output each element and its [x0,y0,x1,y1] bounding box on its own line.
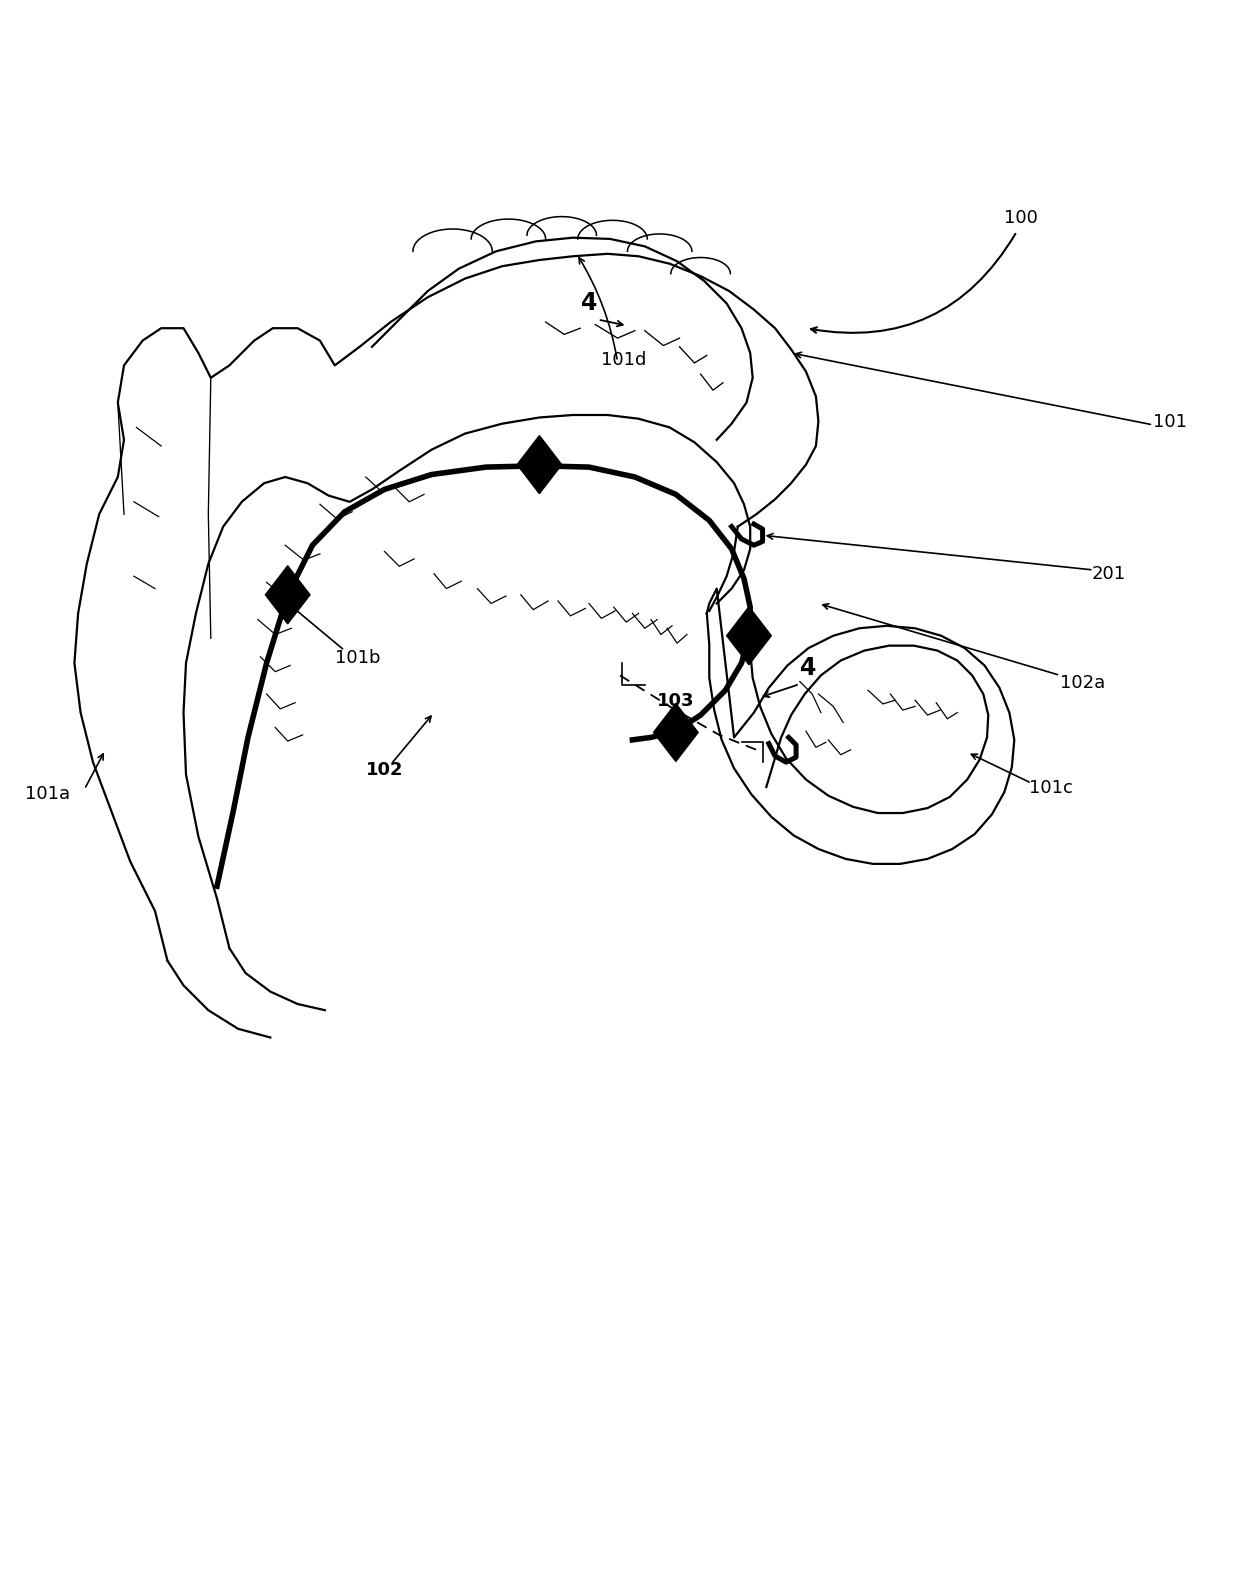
Text: 102a: 102a [1060,674,1105,693]
Text: 101b: 101b [335,648,381,667]
Text: 101: 101 [1153,414,1187,431]
Text: 101d: 101d [601,351,647,370]
Text: 4: 4 [800,656,816,680]
Polygon shape [653,704,698,762]
Polygon shape [517,436,562,494]
Text: 102: 102 [366,760,403,779]
Polygon shape [265,565,310,623]
Text: 4: 4 [580,291,598,315]
Text: 100: 100 [1004,209,1038,227]
Text: 101a: 101a [25,785,69,803]
Text: 103: 103 [657,693,694,710]
Text: 201: 201 [1091,565,1126,582]
Polygon shape [727,606,771,664]
Text: 101c: 101c [1029,779,1073,796]
